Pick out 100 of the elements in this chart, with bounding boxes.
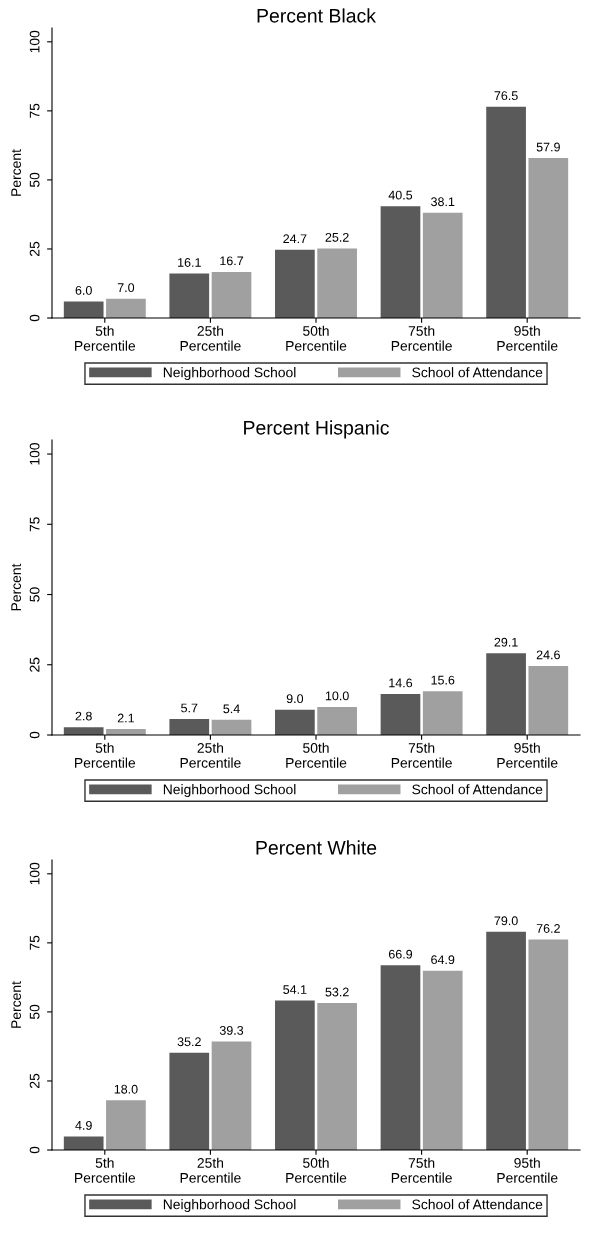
legend-label: Neighborhood School	[163, 367, 296, 381]
bar	[211, 1041, 252, 1150]
data-label: 35.2	[177, 1037, 201, 1047]
bar	[380, 693, 421, 735]
data-label: 64.9	[431, 955, 455, 965]
y-axis-title: Percent	[11, 981, 22, 1028]
data-label: 4.9	[75, 1120, 92, 1130]
bar	[380, 206, 421, 318]
data-label: 9.0	[286, 694, 304, 704]
bar	[211, 719, 252, 735]
y-tick-label: 25	[29, 241, 40, 256]
bar	[422, 691, 463, 735]
legend-label: Neighborhood School	[163, 784, 296, 798]
x-tick-label: 50th Percentile	[286, 1157, 347, 1183]
x-tick-label: 75th Percentile	[391, 742, 452, 768]
legend-label: Neighborhood School	[163, 1199, 296, 1213]
bar	[169, 273, 210, 318]
data-label: 54.1	[283, 985, 307, 994]
data-label: 5.4	[223, 704, 240, 714]
data-label: 2.1	[117, 713, 134, 723]
y-tick-label: 25	[29, 657, 40, 672]
x-tick-label: 95th Percentile	[497, 1157, 558, 1183]
x-tick-label: 75th Percentile	[391, 325, 452, 351]
data-label: 16.7	[220, 256, 244, 266]
y-tick-label: 0	[29, 1146, 40, 1154]
bar	[422, 970, 463, 1150]
x-tick-label: 25th Percentile	[180, 325, 241, 351]
x-tick-label: 75th Percentile	[391, 1157, 452, 1183]
x-tick-label: 25th Percentile	[180, 1157, 241, 1183]
data-label: 6.0	[75, 285, 92, 295]
data-label: 40.5	[388, 190, 413, 200]
y-tick-label: 50	[29, 172, 40, 188]
data-label: 79.0	[494, 916, 518, 926]
data-label: 53.2	[325, 987, 349, 997]
x-tick-label: 50th Percentile	[286, 742, 347, 768]
legend-label: School of Attendance	[412, 784, 543, 795]
data-label: 16.1	[178, 258, 201, 267]
data-label: 76.2	[536, 924, 560, 933]
bar	[169, 1052, 210, 1150]
x-tick-label: 95th Percentile	[497, 325, 558, 351]
y-tick-label: 75	[29, 103, 40, 118]
x-tick-label: 25th Percentile	[180, 742, 241, 768]
bar	[63, 301, 104, 318]
bar	[106, 298, 146, 318]
data-label: 7.0	[117, 283, 135, 293]
data-label: 29.1	[494, 637, 518, 647]
y-tick-label: 50	[29, 587, 40, 602]
y-tick-label: 100	[29, 443, 40, 465]
bar	[275, 709, 315, 735]
bar	[422, 212, 463, 318]
y-tick-label: 0	[29, 731, 40, 739]
bar	[169, 718, 210, 735]
bar	[380, 965, 421, 1150]
chart-title: Percent Black	[257, 8, 377, 23]
data-label: 24.7	[283, 234, 307, 244]
data-label: 25.2	[325, 232, 349, 242]
y-tick-label: 75	[29, 517, 40, 532]
data-label: 5.7	[181, 703, 198, 713]
x-tick-label: 50th Percentile	[286, 325, 347, 351]
data-label: 57.9	[536, 142, 560, 152]
y-tick-label: 25	[29, 1073, 40, 1088]
bar	[528, 158, 569, 318]
x-tick-label: 5th Percentile	[75, 1157, 136, 1183]
bar	[275, 1000, 315, 1150]
bar	[528, 939, 569, 1150]
bar	[317, 706, 357, 735]
bar	[211, 271, 252, 318]
y-tick-label: 0	[29, 314, 40, 322]
bar	[528, 665, 569, 735]
y-tick-label: 100	[29, 30, 40, 53]
x-tick-label: 5th Percentile	[75, 325, 136, 351]
x-tick-label: 5th Percentile	[75, 742, 136, 768]
bar	[486, 653, 526, 735]
bar	[63, 1136, 104, 1150]
bar	[63, 727, 104, 735]
data-label: 14.6	[389, 678, 413, 688]
data-label: 15.6	[431, 675, 455, 685]
y-axis-title: Percent	[11, 563, 22, 611]
x-tick-label: 95th Percentile	[497, 742, 558, 768]
bar	[106, 1100, 146, 1150]
data-label: 66.9	[388, 949, 413, 959]
y-tick-label: 50	[29, 1004, 40, 1020]
legend-label: School of Attendance	[412, 1199, 543, 1210]
bar	[317, 248, 357, 318]
legend-label: School of Attendance	[412, 367, 543, 378]
data-label: 2.8	[75, 711, 92, 721]
bar	[486, 106, 526, 318]
bar	[317, 1003, 357, 1150]
data-label: 76.5	[494, 91, 518, 101]
data-label: 39.3	[219, 1025, 244, 1035]
y-tick-label: 75	[29, 935, 40, 950]
data-label: 18.0	[114, 1084, 138, 1094]
data-label: 38.1	[431, 197, 455, 207]
data-label: 24.6	[536, 650, 560, 660]
bar	[486, 931, 526, 1150]
y-axis-title: Percent	[11, 149, 22, 196]
data-label: 10.0	[325, 691, 349, 701]
y-tick-label: 100	[29, 862, 40, 885]
chart-title: Percent Hispanic	[244, 420, 389, 439]
chart-title: Percent White	[256, 840, 377, 855]
